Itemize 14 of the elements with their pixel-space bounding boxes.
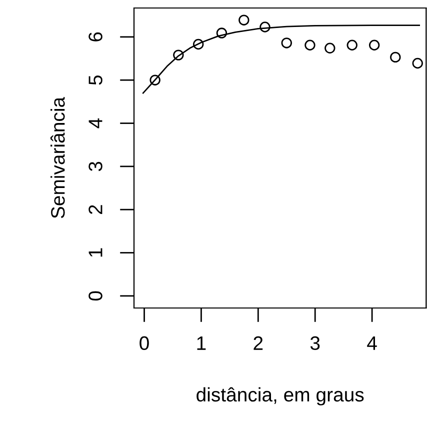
x-axis-title: distância, em graus	[196, 387, 364, 406]
y-tick-label: 5	[88, 75, 102, 85]
y-tick-label: 1	[88, 248, 102, 257]
y-tick-label: 2	[88, 205, 102, 214]
y-tick-label: 3	[88, 162, 102, 172]
y-tick-label: 6	[88, 32, 102, 42]
x-tick-label: 4	[367, 336, 377, 350]
y-axis-title: Semivariância	[50, 96, 65, 218]
x-tick-label: 0	[140, 336, 149, 350]
x-tick-label: 2	[254, 336, 263, 350]
y-tick-label: 0	[88, 291, 102, 301]
x-tick-label: 3	[310, 336, 320, 350]
x-tick-label: 1	[197, 336, 206, 350]
y-tick-label: 4	[88, 118, 102, 128]
